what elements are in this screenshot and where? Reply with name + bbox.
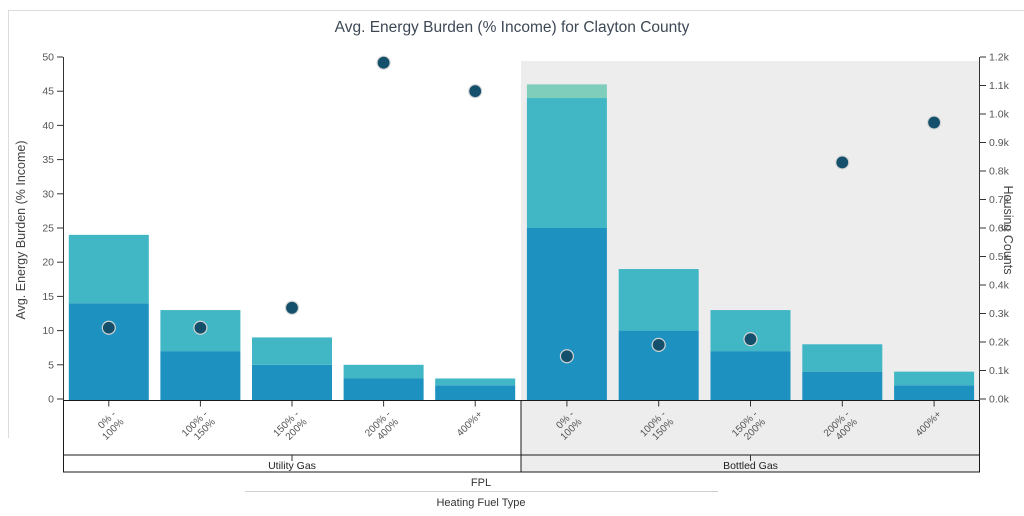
x-tick-label: 100% -150% xyxy=(180,409,218,447)
housing-count-dot xyxy=(284,300,300,315)
housing-count-dot xyxy=(835,155,850,170)
left-axis-tick-label: 25 xyxy=(42,223,54,235)
housing-count-dot xyxy=(193,320,208,335)
group-label: Utility Gas xyxy=(268,460,316,472)
left-axis-tick-label: 40 xyxy=(42,120,54,132)
left-axis-tick-label: 30 xyxy=(42,188,54,200)
bar-segment xyxy=(802,371,883,401)
housing-count-dot xyxy=(101,320,116,335)
bar-segment xyxy=(526,228,607,401)
bar-segment xyxy=(435,385,516,401)
right-axis-tick-label: 1.2k xyxy=(989,52,1010,64)
x-tick-label: 150% -200% xyxy=(272,409,310,447)
left-axis-tick-label: 5 xyxy=(48,359,54,371)
bar-segment xyxy=(710,351,791,401)
housing-count-dot xyxy=(559,349,575,364)
bar-segment xyxy=(343,364,424,379)
x-tick-label: 0% -100% xyxy=(93,409,127,443)
right-axis-tick-label: 0.6k xyxy=(989,223,1010,235)
bar-segment xyxy=(160,351,241,401)
left-axis-tick-label: 45 xyxy=(42,86,54,98)
bar-segment xyxy=(526,84,607,99)
right-axis-tick-label: 0.8k xyxy=(989,166,1010,178)
card-border-top xyxy=(8,10,1024,11)
right-axis-tick-label: 0.9k xyxy=(989,137,1010,149)
left-axis-tick-label: 15 xyxy=(42,291,54,303)
card-border-left xyxy=(8,10,9,438)
left-axis-tick-label: 50 xyxy=(42,52,54,64)
bar-segment xyxy=(343,378,424,401)
bar-segment xyxy=(526,98,607,228)
bar-segment xyxy=(252,337,332,365)
right-axis-tick-label: 1.1k xyxy=(989,80,1010,92)
left-axis-tick-label: 20 xyxy=(42,257,54,269)
right-axis-tick-label: 0.5k xyxy=(989,251,1010,263)
housing-count-dot xyxy=(743,332,758,347)
left-axis-tick-label: 35 xyxy=(42,154,54,166)
left-axis-tick-label: 10 xyxy=(42,325,54,337)
bar-segment xyxy=(894,385,975,401)
housing-count-dot xyxy=(926,115,942,130)
x-tick-label: 400%+ xyxy=(455,409,485,439)
right-axis-tick-label: 0.4k xyxy=(989,280,1010,292)
right-axis-tick-label: 0.3k xyxy=(989,308,1010,320)
x-tick-label: 200% -400% xyxy=(363,409,401,447)
housing-count-dot xyxy=(468,84,483,99)
right-axis-tick-label: 1.0k xyxy=(989,109,1010,121)
housing-count-dot xyxy=(376,55,391,70)
bar-segment xyxy=(802,344,883,372)
bar-segment xyxy=(435,378,516,386)
chart-title: Avg. Energy Burden (% Income) for Clayto… xyxy=(334,19,690,36)
x-axis-title: Heating Fuel Type xyxy=(436,497,526,509)
bar-segment xyxy=(252,364,332,401)
bar-segment xyxy=(68,234,149,304)
bar-segment xyxy=(618,269,699,331)
right-axis-tick-label: 0.1k xyxy=(989,365,1010,377)
right-axis-tick-label: 0.7k xyxy=(989,194,1010,206)
left-axis-tick-label: 0 xyxy=(48,394,54,406)
right-axis-tick-label: 0.0k xyxy=(989,394,1010,406)
right-axis-tick-label: 0.2k xyxy=(989,337,1010,349)
bar-segment xyxy=(68,303,149,401)
housing-count-dot xyxy=(651,337,666,352)
x-parent-group-label: FPL xyxy=(470,477,492,489)
bar-segment xyxy=(894,371,975,386)
x-parent-divider xyxy=(245,491,718,492)
group-label: Bottled Gas xyxy=(723,460,778,472)
